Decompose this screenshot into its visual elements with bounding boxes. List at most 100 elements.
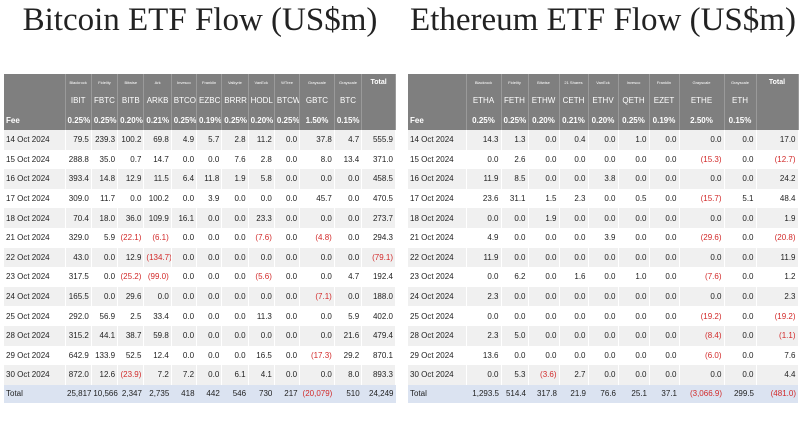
flow-cell: 37.8: [299, 130, 335, 150]
date-cell: 16 Oct 2024: [4, 169, 66, 189]
flow-cell: 2.3: [559, 188, 589, 209]
flow-cell: 11.9: [466, 247, 502, 268]
flow-cell: 0.0: [221, 345, 249, 366]
flow-cell: 0.0: [501, 306, 529, 326]
flow-cell: 0.0: [618, 325, 650, 346]
row-total-cell: 371.0: [361, 149, 396, 170]
flow-cell: 0.0: [466, 267, 502, 287]
flow-cell: 0.0: [588, 130, 619, 150]
row-total-cell: 192.4: [361, 267, 396, 287]
flow-cell: 0.0: [334, 227, 363, 248]
ticker-label: BTCW: [274, 91, 301, 110]
flow-cell: 0.0: [501, 286, 529, 307]
flow-cell: 0.0: [274, 130, 301, 150]
table-row: 22 Oct 2024 11.9 0.0 0.0 0.0 0.0 0.0 0.0 0.0 0.0 1…: [408, 247, 799, 268]
flow-cell: 0.0: [466, 208, 502, 228]
total-cell: 25,817: [65, 384, 92, 403]
flow-cell: 0.0: [649, 247, 680, 268]
flow-cell: 7.6: [221, 149, 249, 170]
total-cell: 37.1: [649, 384, 679, 403]
flow-cell: 0.0: [274, 345, 301, 366]
flow-cell: 31.1: [501, 188, 529, 209]
row-total-cell: 2.3: [756, 286, 799, 307]
table-row: 22 Oct 2024 43.0 0.0 12.9 (134.7) 0.0 0.0 0.0 0.…: [4, 247, 396, 268]
row-total-cell: (79.1): [361, 247, 396, 268]
flow-cell: 16.5: [248, 345, 275, 366]
flow-cell: 0.0: [171, 188, 198, 209]
table-row: 21 Oct 2024 4.9 0.0 0.0 0.0 3.9 0.0 0.0 (29.6) 0.…: [408, 227, 799, 248]
flow-cell: 0.0: [196, 149, 223, 170]
flow-cell: 0.0: [528, 286, 560, 307]
fee-value: 0.15%: [334, 110, 363, 130]
total-cell: 2,735: [143, 384, 172, 403]
flow-cell: 0.0: [274, 267, 301, 287]
ticker-label: BITB: [117, 91, 145, 110]
row-total-cell: (20.8): [756, 227, 799, 248]
flow-cell: 0.0: [221, 306, 249, 326]
fee-value: 0.15%: [724, 110, 757, 130]
flow-cell: 5.9: [91, 227, 119, 248]
flow-cell: 12.9: [117, 169, 145, 189]
ticker-label: EZET: [649, 91, 680, 110]
flow-cell: 0.0: [588, 188, 619, 209]
flow-cell: 3.8: [588, 169, 619, 189]
issuer-label: 21 Shares: [559, 74, 589, 91]
fee-value: 0.21%: [559, 110, 589, 130]
flow-cell: 8.0: [299, 149, 335, 170]
date-cell: 23 Oct 2024: [408, 267, 467, 287]
flow-cell: 70.4: [65, 208, 92, 228]
ethereum-table-title: Ethereum ETF Flow (US$m): [410, 2, 796, 38]
flow-cell: 0.0: [299, 169, 335, 189]
flow-cell: 56.9: [91, 306, 119, 326]
flow-cell: 0.0: [196, 286, 223, 307]
ticker-label: ETH: [724, 91, 757, 110]
fee-value: [361, 110, 396, 130]
flow-cell: 0.0: [299, 365, 335, 385]
table-row: 17 Oct 2024 23.6 31.1 1.5 2.3 0.0 0.5 0.0 (15.7)…: [408, 188, 799, 209]
flow-cell: 0.0: [559, 149, 589, 170]
flow-cell: 29.2: [334, 345, 363, 366]
flow-cell: 0.0: [724, 267, 757, 287]
flow-cell: 8.5: [501, 169, 529, 189]
issuer-label: Grayscale: [299, 74, 335, 91]
table-row: 24 Oct 2024 165.5 0.0 29.6 0.0 0.0 0.0 0.0 0.0 0.…: [4, 286, 396, 307]
flow-cell: 2.6: [501, 149, 529, 170]
flow-cell: 0.0: [274, 365, 301, 385]
ticker-header-row: IBIT FBTC BITB ARKB BTCO EZBC BRRR HODL BTCW GBTC…: [4, 91, 396, 110]
date-cell: 30 Oct 2024: [4, 365, 66, 385]
flow-cell: 5.9: [334, 306, 363, 326]
flow-cell: 13.4: [334, 149, 363, 170]
flow-cell: 0.0: [248, 325, 275, 346]
flow-cell: 12.4: [143, 345, 172, 366]
flow-cell: 0.0: [196, 306, 223, 326]
flow-cell: 4.9: [466, 227, 502, 248]
total-cell: (20,079): [299, 384, 335, 403]
flow-cell: 0.0: [724, 306, 757, 326]
flow-cell: 12.6: [91, 365, 119, 385]
issuer-header-row: Blackrock Fidelity Bitwise 21 Shares VanEck I…: [408, 74, 799, 91]
row-total-cell: 479.4: [361, 325, 396, 346]
issuer-label: Invesco: [618, 74, 650, 91]
flow-cell: 0.0: [528, 227, 560, 248]
flow-cell: 0.0: [588, 365, 619, 385]
date-cell: 15 Oct 2024: [408, 149, 467, 170]
flow-cell: (7.1): [299, 286, 335, 307]
issuer-label: WTree: [274, 74, 301, 91]
flow-cell: 1.0: [618, 130, 650, 150]
flow-cell: 288.8: [65, 149, 92, 170]
flow-cell: 315.2: [65, 325, 92, 346]
flow-cell: 0.0: [528, 267, 560, 287]
ticker-label: QETH: [618, 91, 650, 110]
flow-cell: 21.6: [334, 325, 363, 346]
ticker-label: CETH: [559, 91, 589, 110]
table-row: 17 Oct 2024 309.0 11.7 0.0 100.2 0.0 3.9 0.0 0.0…: [4, 188, 396, 209]
flow-cell: 35.0: [91, 149, 119, 170]
flow-cell: 0.0: [274, 149, 301, 170]
flow-cell: 0.0: [274, 247, 301, 268]
flow-cell: 0.0: [649, 208, 680, 228]
flow-cell: 0.0: [559, 227, 589, 248]
flow-cell: 11.5: [143, 169, 172, 189]
flow-cell: 0.0: [649, 365, 680, 385]
flow-cell: 4.9: [171, 130, 198, 150]
flow-cell: 2.3: [466, 286, 502, 307]
